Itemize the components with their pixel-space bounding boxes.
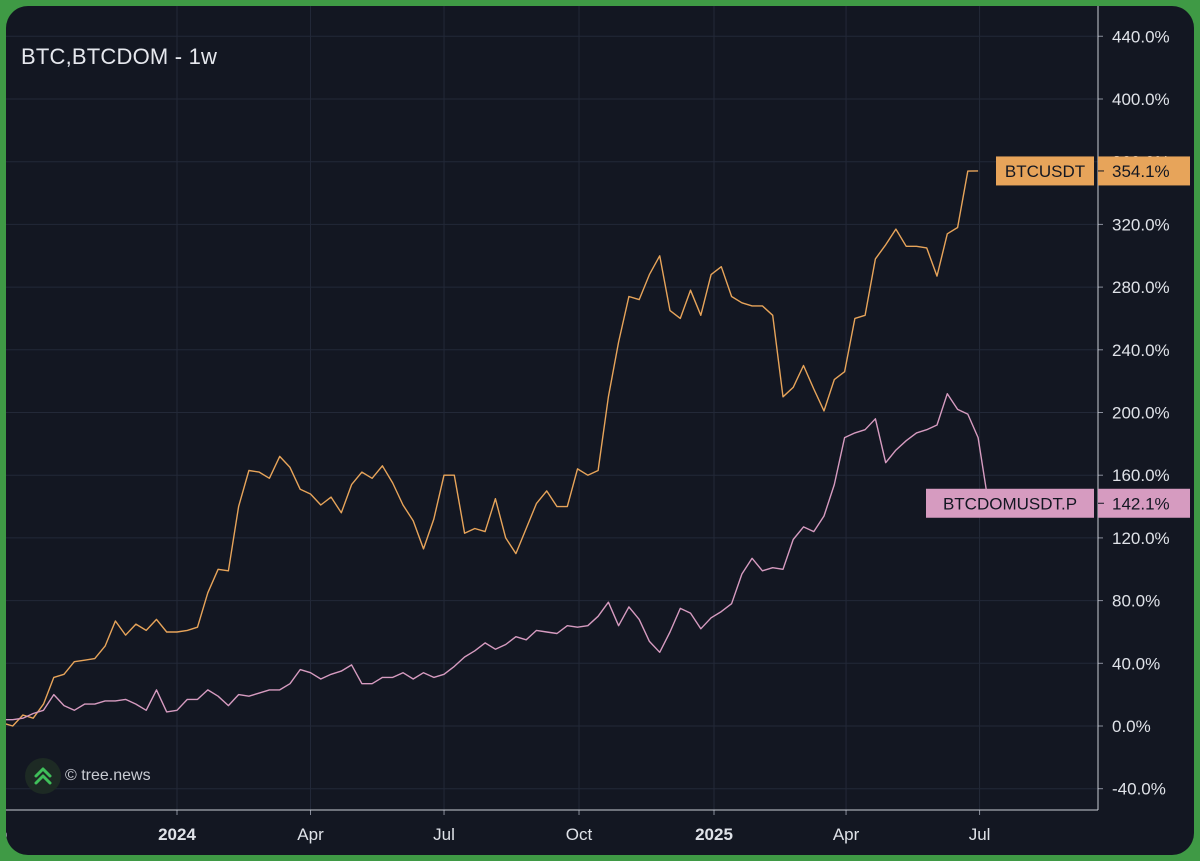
y-tick-label: 240.0% [1112,341,1170,360]
series-name-label: BTCUSDT [1005,162,1085,181]
series-value-tag [1098,488,1190,518]
x-tick-label: Jul [969,825,991,844]
series-value-label: 142.1% [1112,494,1170,513]
y-tick-label: 280.0% [1112,278,1170,297]
line-chart[interactable]: 440.0%400.0%360.0%320.0%280.0%240.0%200.… [6,6,1194,855]
x-tick-label: Jul [433,825,455,844]
series-name-label: BTCDOMUSDT.P [943,494,1077,513]
y-tick-label: 320.0% [1112,215,1170,234]
series-label-btcusdt: BTCUSDT 354.1% [996,156,1190,186]
watermark-text: © tree.news [65,767,151,784]
chart-title: BTC,BTCDOM - 1w [21,44,218,69]
y-tick-label: 40.0% [1112,654,1160,673]
x-tick-label: 2025 [695,825,733,844]
x-tick-label: Apr [297,825,324,844]
y-tick-label: -40.0% [1112,780,1166,799]
y-tick-label: 440.0% [1112,27,1170,46]
y-tick-label: 80.0% [1112,592,1160,611]
y-tick-label: 120.0% [1112,529,1170,548]
series-label-btcdomusdt-p: BTCDOMUSDT.P 142.1% [926,488,1190,518]
series-line-btcusdt [6,170,979,727]
series-line-btcdomusdt-p [6,393,990,721]
y-tick-label: 400.0% [1112,90,1170,109]
series-value-tag [1098,156,1190,186]
tree-news-logo-icon [25,758,61,794]
x-tick-label: 2024 [158,825,196,844]
x-tick-label: ep [6,825,7,844]
x-tick-label: Oct [566,825,593,844]
y-tick-label: 200.0% [1112,404,1170,423]
series-name-tag [996,156,1094,186]
chart-frame: 440.0%400.0%360.0%320.0%280.0%240.0%200.… [6,6,1194,855]
watermark: © tree.news [25,758,151,794]
x-tick-label: Apr [833,825,860,844]
y-tick-label: 160.0% [1112,466,1170,485]
series-name-tag [926,488,1094,518]
series-value-label: 354.1% [1112,162,1170,181]
y-tick-label: 0.0% [1112,717,1151,736]
